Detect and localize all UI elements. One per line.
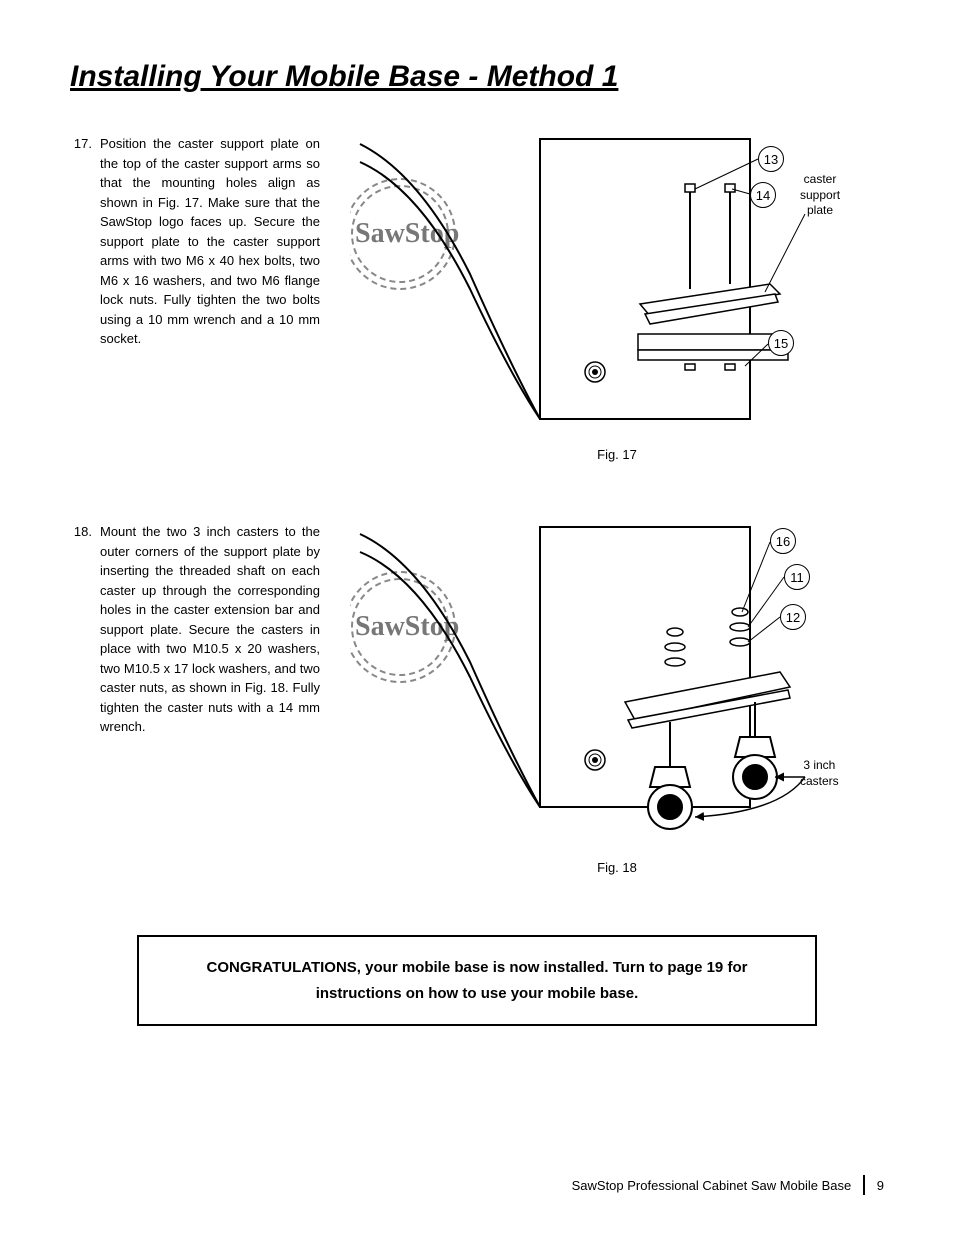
callout-12: 12 bbox=[780, 604, 806, 630]
figure-18-caption: Fig. 18 bbox=[350, 860, 884, 875]
footer-text: SawStop Professional Cabinet Saw Mobile … bbox=[572, 1178, 852, 1193]
step-number: 17. bbox=[70, 134, 92, 349]
congratulations-box: CONGRATULATIONS, your mobile base is now… bbox=[137, 935, 817, 1026]
figure-17-column: SawStop bbox=[350, 134, 884, 462]
page-number: 9 bbox=[877, 1178, 884, 1193]
step-body: Mount the two 3 inch casters to the oute… bbox=[100, 522, 320, 737]
congrats-bold: CONGRATULATIONS, bbox=[207, 959, 361, 976]
congrats-text: your mobile base is now installed. Turn … bbox=[316, 959, 748, 1002]
figure-18-column: SawStop bbox=[350, 522, 884, 875]
callout-11: 11 bbox=[784, 564, 810, 590]
page-footer: SawStop Professional Cabinet Saw Mobile … bbox=[572, 1175, 884, 1195]
step-body: Position the caster support plate on the… bbox=[100, 134, 320, 349]
figure-17-caption: Fig. 17 bbox=[350, 447, 884, 462]
callout-14: 14 bbox=[750, 182, 776, 208]
callout-16: 16 bbox=[770, 528, 796, 554]
callout-15: 15 bbox=[768, 330, 794, 356]
footer-divider bbox=[863, 1175, 865, 1195]
step-number: 18. bbox=[70, 522, 92, 737]
svg-text:SawStop: SawStop bbox=[355, 218, 459, 249]
label-3-inch-casters: 3 inchcasters bbox=[800, 758, 839, 789]
callout-13: 13 bbox=[758, 146, 784, 172]
step-17-row: 17. Position the caster support plate on… bbox=[70, 134, 884, 462]
label-caster-support-plate: castersupportplate bbox=[800, 172, 840, 219]
step-17-text: 17. Position the caster support plate on… bbox=[70, 134, 320, 462]
step-18-text: 18. Mount the two 3 inch casters to the … bbox=[70, 522, 320, 875]
page-title: Installing Your Mobile Base - Method 1 bbox=[70, 60, 884, 94]
step-18-row: 18. Mount the two 3 inch casters to the … bbox=[70, 522, 884, 875]
figure-17: SawStop bbox=[350, 134, 830, 429]
figure-18: SawStop bbox=[350, 522, 830, 842]
